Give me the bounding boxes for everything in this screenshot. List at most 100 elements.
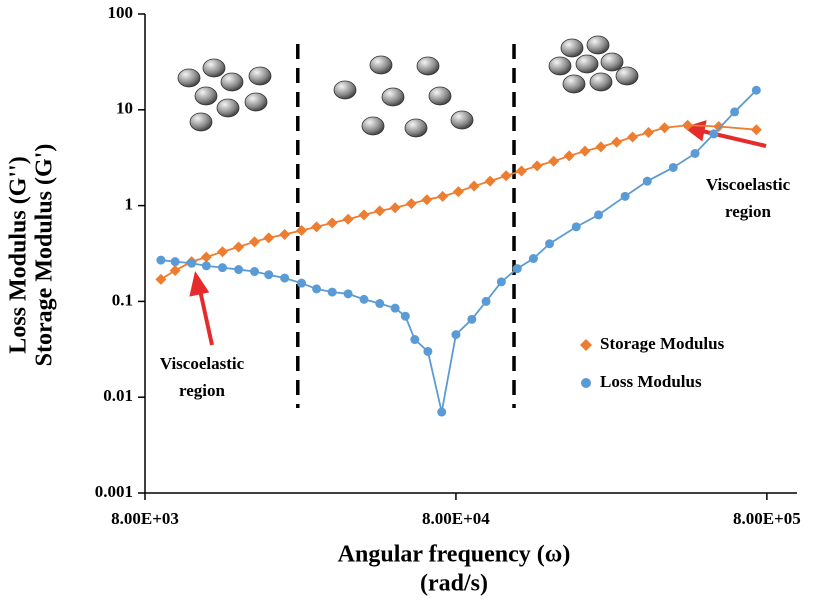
legend-label: Loss Modulus — [600, 372, 702, 391]
data-point — [280, 273, 290, 283]
annotation: Viscoelastic — [706, 175, 791, 194]
data-point — [342, 213, 354, 225]
data-point — [594, 210, 604, 220]
data-point — [296, 224, 308, 236]
data-point — [233, 241, 245, 253]
data-point — [216, 246, 228, 258]
data-point — [389, 202, 401, 214]
data-point — [548, 155, 560, 167]
y-axis-title: Storage Modulus (G') — [32, 144, 58, 367]
annotation: Viscoelastic — [160, 354, 245, 373]
data-point — [668, 162, 678, 172]
series-line — [160, 124, 757, 281]
data-point — [279, 228, 291, 240]
data-point — [627, 131, 639, 143]
series — [156, 85, 761, 417]
x-axis-title: Angular frequency (ω) — [338, 542, 571, 568]
data-point — [311, 221, 323, 233]
data-point — [467, 314, 477, 324]
data-point — [249, 236, 261, 248]
data-point — [579, 145, 591, 157]
y-tick-label: 100 — [108, 3, 134, 22]
y-tick-label: 0.1 — [112, 290, 133, 309]
legend-entry: Loss Modulus — [581, 372, 702, 391]
data-point — [563, 150, 575, 162]
annotation: region — [179, 381, 226, 400]
data-point — [713, 120, 725, 132]
data-point — [620, 191, 630, 201]
data-point — [481, 296, 491, 306]
data-point — [512, 264, 522, 274]
data-point — [750, 124, 762, 136]
data-point — [390, 303, 400, 313]
data-point — [264, 270, 274, 280]
data-point — [423, 346, 433, 356]
data-point — [484, 175, 496, 187]
data-point — [545, 239, 555, 249]
x-tick-label: 8.00E+05 — [733, 509, 801, 528]
data-point — [200, 251, 212, 263]
data-point — [451, 330, 461, 340]
data-point — [437, 407, 447, 417]
y-tick-label: 0.001 — [95, 482, 133, 501]
data-point — [156, 255, 166, 265]
data-point — [250, 267, 260, 277]
data-point — [170, 257, 180, 267]
data-point — [595, 141, 607, 153]
y-tick-label: 10 — [116, 99, 133, 118]
data-point — [187, 258, 197, 268]
data-point — [343, 289, 353, 299]
data-point — [468, 180, 480, 192]
x-tick-label: 8.00E+04 — [422, 509, 490, 528]
data-point — [400, 311, 410, 321]
data-point — [500, 170, 512, 182]
data-point — [359, 294, 369, 304]
particles — [177, 35, 639, 138]
data-point — [682, 119, 694, 131]
data-point — [155, 273, 167, 285]
series-line — [160, 89, 757, 413]
data-point — [297, 278, 307, 288]
data-point — [642, 176, 652, 186]
data-point — [263, 232, 275, 244]
data-point — [751, 85, 761, 95]
legend-entry: Storage Modulus — [580, 334, 725, 353]
data-point — [312, 284, 322, 294]
legend-label: Storage Modulus — [600, 334, 725, 353]
data-point — [515, 165, 527, 177]
data-point — [410, 335, 420, 345]
legend-marker — [581, 378, 591, 388]
data-point — [452, 186, 464, 198]
annotation: region — [725, 202, 772, 221]
data-point — [405, 198, 417, 210]
data-point — [234, 265, 244, 275]
data-point — [496, 277, 506, 287]
data-point — [528, 254, 538, 264]
y-tick-label: 0.01 — [103, 386, 133, 405]
data-point — [690, 148, 700, 158]
data-point — [327, 287, 337, 297]
data-point — [374, 205, 386, 217]
data-point — [437, 190, 449, 202]
data-point — [375, 299, 385, 309]
data-point — [217, 263, 227, 273]
data-point — [169, 265, 181, 277]
data-point — [730, 107, 740, 117]
data-point — [709, 129, 719, 139]
data-point — [611, 136, 623, 148]
data-point — [358, 209, 370, 221]
y-axis-title: Loss Modulus (G'') — [6, 156, 32, 353]
data-point — [659, 122, 671, 134]
series — [155, 119, 762, 285]
data-point — [421, 194, 433, 206]
x-axis-title: (rad/s) — [420, 571, 488, 597]
data-point — [326, 217, 338, 229]
data-point — [571, 222, 581, 232]
y-tick-label: 1 — [125, 195, 134, 214]
data-point — [531, 160, 543, 172]
data-point — [201, 261, 211, 271]
data-point — [643, 126, 655, 138]
x-tick-label: 8.00E+03 — [111, 509, 179, 528]
legend-marker — [580, 339, 592, 351]
